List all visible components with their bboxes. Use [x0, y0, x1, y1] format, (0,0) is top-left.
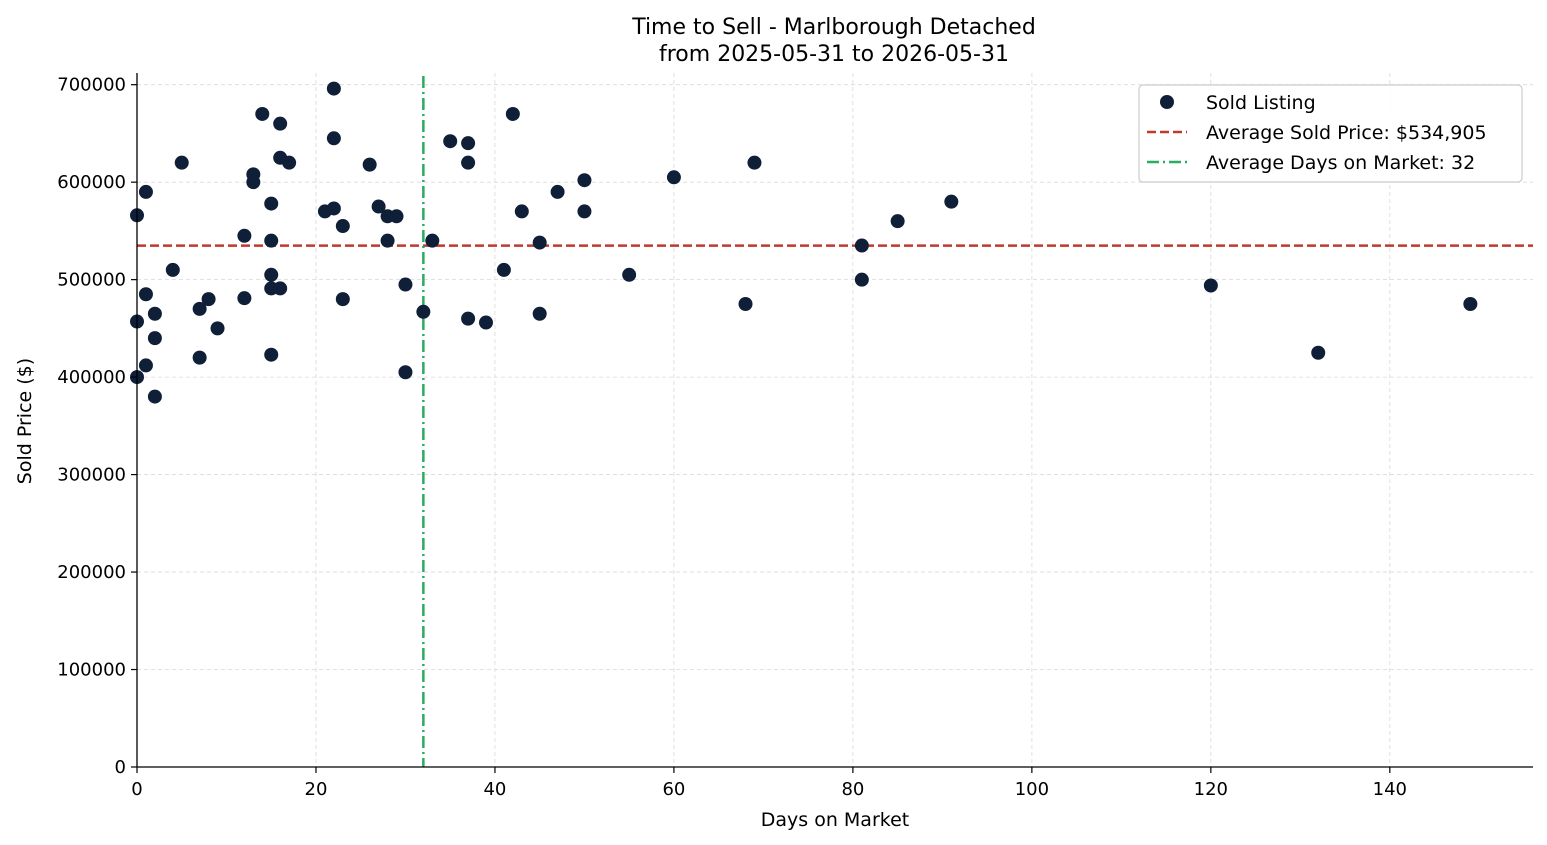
data-point	[147, 389, 162, 404]
legend-label-avg-price: Average Sold Price: $534,905	[1206, 122, 1487, 144]
data-point	[264, 196, 279, 211]
data-point	[1203, 278, 1218, 293]
data-point	[944, 194, 959, 209]
data-point	[138, 358, 153, 373]
data-point	[174, 155, 189, 170]
x-tick-label: 60	[662, 779, 685, 800]
data-point	[237, 291, 252, 306]
data-point	[273, 116, 288, 131]
x-tick-label: 140	[1373, 779, 1407, 800]
chart-subtitle: from 2025-05-31 to 2026-05-31	[659, 42, 1009, 67]
data-point	[264, 233, 279, 248]
data-point	[854, 272, 869, 287]
data-point	[389, 209, 404, 224]
x-tick-label: 20	[305, 779, 328, 800]
data-point	[192, 350, 207, 365]
data-point	[264, 267, 279, 282]
average-lines	[137, 76, 1533, 767]
legend-label-avg-days: Average Days on Market: 32	[1206, 152, 1475, 174]
x-tick-label: 120	[1194, 779, 1228, 800]
x-tick-label: 0	[131, 779, 142, 800]
legend-marker-sold-listing	[1160, 95, 1174, 109]
data-point	[496, 262, 511, 277]
y-axis-label: Sold Price ($)	[14, 358, 36, 484]
data-point	[1463, 297, 1478, 312]
data-point	[398, 277, 413, 292]
data-point	[273, 281, 288, 296]
data-point	[380, 233, 395, 248]
ticks: 0 20 40 60 80 100 120 140 0 100000 200000 300000 400…	[57, 75, 1407, 800]
data-point	[505, 106, 520, 121]
data-point	[479, 315, 493, 330]
data-point	[237, 228, 252, 243]
data-point	[550, 184, 565, 199]
data-point	[425, 233, 440, 248]
data-point	[738, 297, 753, 312]
y-tick-label: 0	[115, 757, 126, 778]
data-point	[398, 365, 413, 380]
y-tick-label: 100000	[57, 660, 126, 681]
data-point	[335, 219, 350, 234]
y-tick-label: 700000	[57, 75, 126, 96]
data-point	[326, 201, 341, 216]
data-point	[514, 204, 529, 219]
data-point	[416, 304, 431, 319]
data-point	[443, 134, 458, 149]
data-point	[165, 262, 180, 277]
x-tick-label: 40	[483, 779, 506, 800]
x-tick-label: 80	[841, 779, 864, 800]
data-point	[335, 292, 350, 307]
data-point	[362, 157, 377, 172]
data-point	[890, 214, 905, 229]
legend-label-sold-listing: Sold Listing	[1206, 92, 1316, 114]
data-point	[255, 106, 270, 121]
chart-title: Time to Sell - Marlborough Detached	[631, 15, 1036, 40]
data-point	[622, 267, 637, 282]
data-point	[282, 155, 297, 170]
y-tick-label: 600000	[57, 172, 126, 193]
x-tick-label: 100	[1015, 779, 1049, 800]
data-point	[532, 306, 547, 321]
data-point	[1311, 345, 1326, 360]
data-point	[532, 235, 547, 250]
data-point	[246, 175, 261, 190]
data-point	[854, 238, 869, 253]
data-point	[138, 184, 153, 199]
x-axis-label: Days on Market	[761, 809, 909, 831]
data-point	[326, 81, 341, 96]
data-point	[461, 155, 476, 170]
data-point	[210, 321, 225, 336]
data-point	[577, 173, 592, 188]
legend-box	[1138, 84, 1523, 183]
data-point	[147, 331, 162, 346]
data-point	[138, 287, 153, 302]
y-tick-label: 500000	[57, 270, 126, 291]
axes	[136, 73, 1533, 768]
data-point	[264, 347, 279, 362]
data-point	[747, 155, 762, 170]
data-point	[577, 204, 592, 219]
y-tick-label: 200000	[57, 562, 126, 583]
data-point	[461, 136, 476, 151]
data-point	[201, 292, 216, 307]
data-point	[192, 301, 207, 316]
data-point	[461, 311, 476, 326]
data-point	[326, 131, 341, 146]
data-point	[147, 306, 162, 321]
data-point	[371, 199, 386, 214]
data-point	[666, 170, 681, 185]
data-points	[130, 81, 1478, 404]
legend: Sold Listing Average Sold Price: $534,90…	[1138, 84, 1523, 183]
y-tick-label: 400000	[57, 367, 126, 388]
y-tick-label: 300000	[57, 465, 126, 486]
